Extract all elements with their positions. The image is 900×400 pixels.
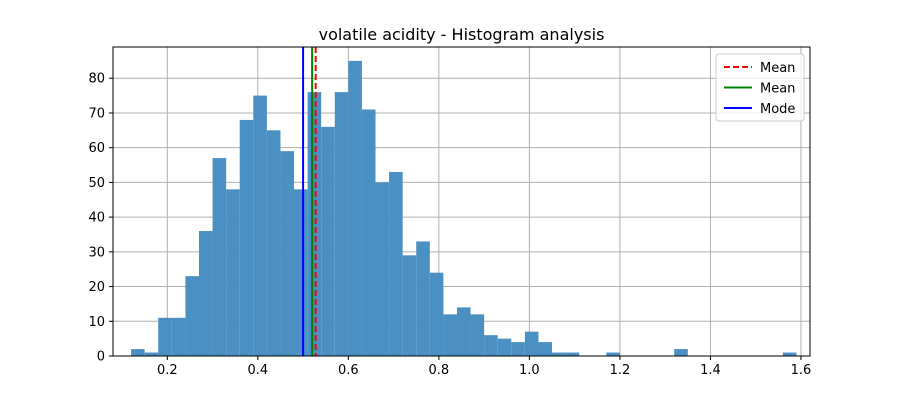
histogram-bars bbox=[131, 60, 797, 357]
x-tick-label: 1.0 bbox=[519, 363, 540, 378]
x-tick-label: 0.4 bbox=[247, 363, 268, 378]
reference-lines bbox=[302, 47, 317, 356]
y-tick-label: 50 bbox=[88, 176, 105, 191]
x-tick-label: 1.4 bbox=[700, 363, 721, 378]
histogram-bar bbox=[239, 119, 254, 356]
histogram-bar bbox=[171, 317, 186, 356]
histogram-bar bbox=[565, 352, 580, 356]
x-tick-label: 0.6 bbox=[338, 363, 359, 378]
histogram-bar bbox=[524, 331, 539, 356]
histogram-bar bbox=[226, 189, 240, 356]
histogram-bar bbox=[511, 342, 525, 356]
histogram-bar bbox=[198, 231, 213, 356]
histogram-bar bbox=[674, 349, 688, 356]
histogram-bar bbox=[402, 255, 417, 356]
y-tick-label: 40 bbox=[88, 211, 105, 226]
legend-box bbox=[715, 53, 805, 122]
y-axis-ticks: 0 10 20 30 40 50 60 70 80 bbox=[88, 72, 113, 365]
chart-title: volatile acidity - Histogram analysis bbox=[319, 25, 605, 44]
y-tick-label: 60 bbox=[88, 141, 105, 156]
histogram-bar bbox=[348, 60, 362, 357]
histogram-bar bbox=[552, 352, 566, 356]
histogram-bar bbox=[361, 109, 376, 356]
histogram-bar bbox=[334, 92, 349, 357]
legend-label: Mode bbox=[760, 102, 795, 117]
histogram-bar bbox=[375, 182, 390, 356]
histogram-bar bbox=[443, 314, 457, 356]
histogram-bar bbox=[144, 352, 159, 356]
y-tick-label: 10 bbox=[88, 315, 105, 330]
histogram-bar bbox=[470, 314, 485, 356]
histogram-bar bbox=[456, 307, 471, 356]
y-tick-label: 80 bbox=[88, 72, 105, 87]
histogram-bar bbox=[606, 352, 620, 356]
x-tick-label: 0.8 bbox=[429, 363, 450, 378]
y-tick-label: 20 bbox=[88, 280, 105, 295]
y-tick-label: 0 bbox=[97, 350, 105, 365]
x-axis-ticks: 0.2 0.4 0.6 0.8 1.0 1.2 1.4 1.6 bbox=[157, 356, 811, 378]
histogram-bar bbox=[212, 158, 227, 356]
histogram-bar bbox=[416, 241, 430, 356]
histogram-bar bbox=[185, 276, 199, 356]
histogram-bar bbox=[280, 151, 295, 356]
histogram-bar bbox=[538, 342, 553, 356]
histogram-bar bbox=[497, 338, 512, 356]
legend-label: Mean bbox=[760, 82, 795, 97]
histogram-bar bbox=[484, 335, 498, 356]
legend: Mean Mean Mode bbox=[715, 53, 805, 122]
x-tick-label: 1.6 bbox=[791, 363, 812, 378]
x-tick-label: 1.2 bbox=[610, 363, 631, 378]
histogram-bar bbox=[389, 171, 403, 356]
y-tick-label: 30 bbox=[88, 245, 105, 260]
histogram-bar bbox=[158, 317, 172, 356]
x-tick-label: 0.2 bbox=[157, 363, 178, 378]
histogram-bar bbox=[131, 349, 145, 356]
histogram-bar bbox=[307, 92, 322, 357]
histogram-bar bbox=[321, 126, 335, 356]
histogram-bar bbox=[253, 95, 267, 356]
histogram-bar bbox=[294, 189, 308, 356]
plot-frame bbox=[112, 46, 811, 357]
histogram-bar bbox=[266, 130, 281, 356]
histogram-bar bbox=[429, 272, 444, 356]
histogram-bar bbox=[782, 352, 797, 356]
y-tick-label: 70 bbox=[88, 106, 105, 121]
legend-label: Mean bbox=[760, 61, 795, 76]
